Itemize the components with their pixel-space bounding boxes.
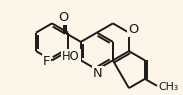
- Text: O: O: [59, 11, 69, 24]
- Text: O: O: [128, 23, 139, 36]
- Text: CH₃: CH₃: [159, 82, 179, 92]
- Text: HO: HO: [62, 50, 80, 63]
- Text: F: F: [43, 55, 50, 68]
- Text: N: N: [93, 67, 103, 80]
